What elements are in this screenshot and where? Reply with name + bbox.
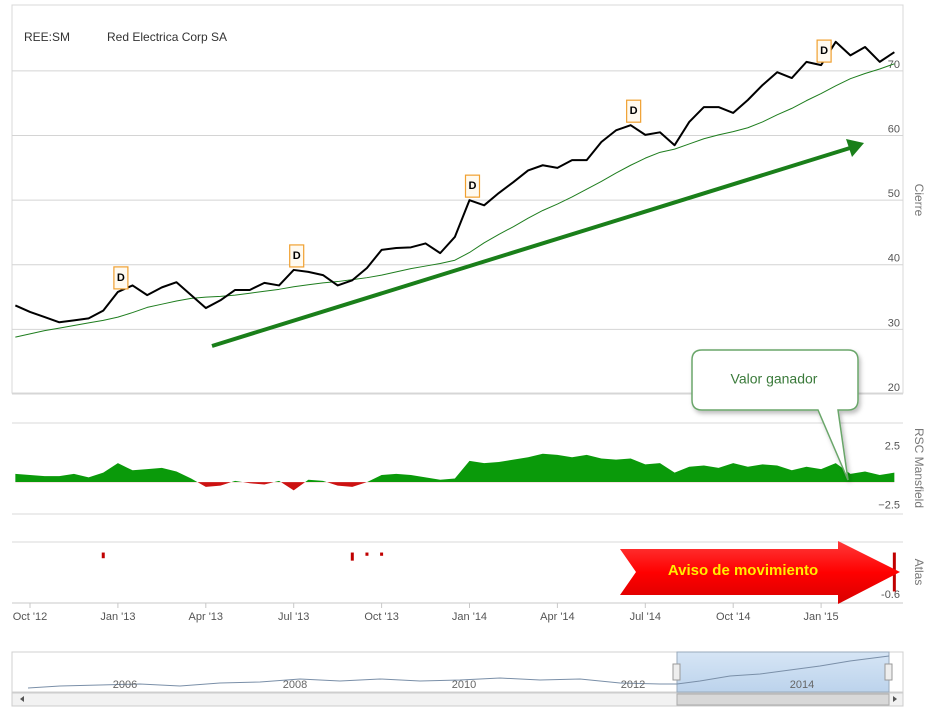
y-tick-label: 2.5 (885, 440, 900, 452)
x-tick-label: Oct '13 (364, 611, 399, 623)
dividend-label: D (293, 250, 301, 262)
navigator-year: 2014 (790, 679, 814, 691)
plots: 20 30 40 50 60 70 D D D D D Oct '12 Jan '13 Apr '13 Ju… (12, 39, 903, 623)
navigator-year: 2012 (621, 679, 645, 691)
rsc-area (15, 453, 895, 491)
dividend-marker (464, 174, 481, 198)
dividend-marker (289, 244, 305, 268)
x-tick-label: Jul '13 (278, 611, 309, 623)
price-line (14, 40, 895, 324)
y-axis-label: Atlas (912, 559, 926, 586)
signal-text: Aviso de movimiento (668, 562, 818, 579)
scroll-left[interactable] (20, 696, 24, 702)
y-tick-label: -0.6 (881, 589, 900, 601)
y-axis-label: RSC Mansfield (912, 428, 926, 508)
trend-arrow-head (846, 139, 864, 157)
dividend-marker (626, 99, 642, 123)
navigator-labels: 2006 2008 2010 2012 2014 (113, 679, 814, 691)
y-tick-label: −2.5 (878, 500, 900, 512)
dividend-label: D (630, 105, 638, 117)
dividend-marker (113, 266, 129, 290)
scrollbar-thumb[interactable] (676, 693, 890, 706)
x-tick-label: Jan '15 (804, 611, 839, 623)
atlas-bar (101, 552, 105, 559)
trend-arrow (211, 146, 851, 348)
signal-arrow (620, 541, 900, 604)
y-tick-label: 30 (888, 317, 900, 329)
x-tick-label: Apr '14 (540, 611, 575, 623)
y-tick-label: 50 (888, 188, 900, 200)
y-axis-label: Cierre (912, 184, 926, 217)
navigator-handle[interactable] (672, 663, 681, 681)
x-tick-label: Jul '14 (630, 611, 661, 623)
navigator-year: 2010 (452, 679, 476, 691)
atlas-bar (365, 552, 369, 556)
callout (691, 349, 859, 481)
y-tick-label: 70 (888, 59, 900, 71)
scroll-right[interactable] (893, 696, 897, 702)
navigator-handle[interactable] (884, 663, 893, 681)
navigator-selection[interactable] (676, 651, 890, 693)
y-tick-label: 40 (888, 253, 900, 265)
navigator-year: 2006 (113, 679, 137, 691)
atlas-bar (350, 552, 354, 561)
price-panel-frame (11, 4, 904, 394)
navigator-year: 2008 (283, 679, 307, 691)
price-line (15, 63, 895, 338)
x-tick-label: Oct '14 (716, 611, 751, 623)
x-tick-label: Apr '13 (189, 611, 224, 623)
x-tick-label: Jan '13 (100, 611, 135, 623)
dividend-marker (816, 39, 832, 63)
atlas-bar (380, 552, 384, 556)
y-tick-label: 20 (888, 382, 900, 394)
callout-text: Valor ganador (731, 371, 818, 387)
x-tick-label: Oct '12 (13, 611, 48, 623)
dividend-label: D (469, 180, 477, 192)
dividend-label: D (117, 272, 125, 284)
x-tick-label: Jan '14 (452, 611, 487, 623)
dividend-label: D (820, 45, 828, 57)
y-tick-label: 60 (888, 123, 900, 135)
navigator-line (27, 655, 890, 689)
ticker: REE:SM (24, 30, 70, 44)
company-name: Red Electrica Corp SA (107, 30, 227, 44)
